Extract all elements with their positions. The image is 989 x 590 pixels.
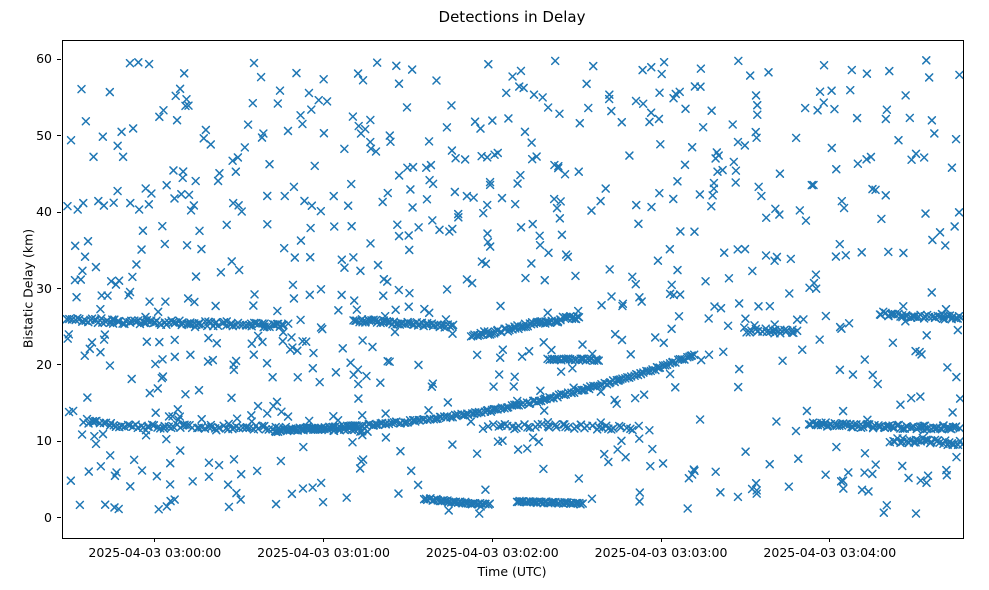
plot-area — [62, 40, 964, 539]
y-tick-mark — [57, 58, 61, 60]
y-tick-label: 0 — [44, 509, 52, 525]
chart-title: Detections in Delay — [438, 8, 586, 26]
y-tick-mark — [57, 364, 61, 366]
y-tick-mark — [57, 211, 61, 213]
x-tick-mark — [154, 538, 156, 542]
y-tick-mark — [57, 440, 61, 442]
y-tick-label: 40 — [36, 204, 52, 220]
x-tick-label: 2025-04-03 03:02:00 — [425, 545, 559, 560]
x-tick-mark — [323, 538, 325, 542]
x-tick-mark — [660, 538, 662, 542]
y-tick-label: 30 — [36, 280, 52, 296]
scatter-canvas — [63, 41, 963, 538]
y-tick-mark — [57, 288, 61, 289]
x-tick-label: 2025-04-03 03:04:00 — [763, 545, 897, 560]
x-axis-label: Time (UTC) — [477, 564, 547, 579]
y-tick-label: 50 — [36, 127, 52, 143]
x-tick-label: 2025-04-03 03:00:00 — [88, 545, 222, 560]
x-tick-label: 2025-04-03 03:01:00 — [257, 545, 390, 560]
y-tick-mark — [57, 135, 61, 137]
x-tick-mark — [491, 538, 493, 542]
y-tick-label: 10 — [36, 433, 52, 449]
x-tick-label: 2025-04-03 03:03:00 — [594, 545, 728, 560]
y-tick-label: 60 — [36, 51, 52, 67]
y-tick-label: 20 — [36, 356, 52, 372]
y-tick-mark — [57, 517, 61, 519]
x-tick-mark — [829, 538, 831, 542]
